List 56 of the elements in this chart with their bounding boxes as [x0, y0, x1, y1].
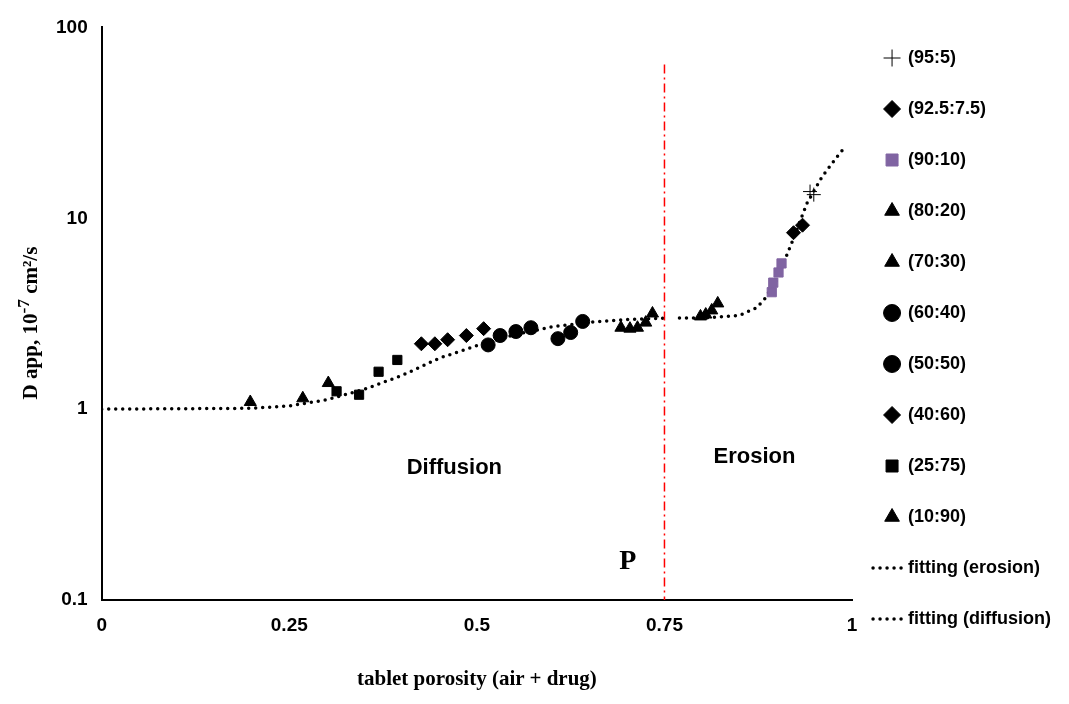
- point: [321, 375, 335, 388]
- legend-label: (60:40): [908, 301, 967, 322]
- point: [575, 313, 591, 329]
- point: [373, 366, 384, 377]
- x-tick-label: 0.25: [270, 613, 309, 635]
- legend-label: (95:5): [908, 46, 957, 67]
- point: [639, 315, 653, 327]
- point: [645, 306, 660, 318]
- x-tick-label: 0.5: [463, 613, 491, 635]
- legend-label: fitting (erosion): [908, 556, 1041, 577]
- point: [427, 336, 443, 352]
- y-tick-label: 100: [56, 15, 88, 37]
- point: [492, 328, 508, 344]
- point: [795, 217, 811, 233]
- y-tick-label: 10: [66, 206, 88, 228]
- point: [768, 277, 779, 288]
- point: [458, 328, 474, 344]
- x-tick-label: 1: [846, 613, 858, 635]
- point: [786, 225, 802, 241]
- point: [705, 302, 719, 315]
- point: [508, 324, 524, 340]
- point: [440, 332, 456, 348]
- legend-label: (10:90): [908, 505, 967, 526]
- legend-label: (80:20): [908, 199, 967, 220]
- y-tick-label: 1: [77, 397, 89, 419]
- point: [243, 394, 257, 406]
- point: [806, 187, 822, 203]
- annotation: Diffusion: [406, 454, 503, 480]
- y-tick-label: 0.1: [61, 588, 89, 610]
- legend-label: (40:60): [908, 403, 967, 424]
- point: [296, 390, 310, 403]
- annotation: Erosion: [713, 442, 796, 468]
- point: [563, 325, 579, 341]
- point: [331, 386, 342, 397]
- point: [392, 354, 403, 366]
- point: [773, 267, 784, 278]
- point: [550, 331, 566, 347]
- x-tick-label: 0.75: [645, 613, 684, 635]
- point: [614, 320, 628, 332]
- point: [476, 321, 492, 337]
- point: [353, 389, 365, 400]
- legend-label: (90:10): [908, 148, 967, 169]
- point: [523, 320, 539, 336]
- legend-label: (70:30): [908, 250, 967, 271]
- point: [711, 295, 725, 308]
- point: [802, 184, 818, 200]
- x-axis-title: tablet porosity (air + drug): [356, 665, 597, 690]
- legend-label: (25:75): [908, 454, 967, 475]
- legend-label: fitting (diffusion): [908, 607, 1052, 628]
- ref-line-label: P: [619, 544, 637, 576]
- point: [776, 258, 787, 269]
- legend-label: (50:50): [908, 352, 967, 373]
- point: [480, 337, 496, 353]
- point: [413, 336, 429, 352]
- x-tick-label: 0: [96, 613, 107, 635]
- legend-label: (92.5:7.5): [908, 97, 987, 118]
